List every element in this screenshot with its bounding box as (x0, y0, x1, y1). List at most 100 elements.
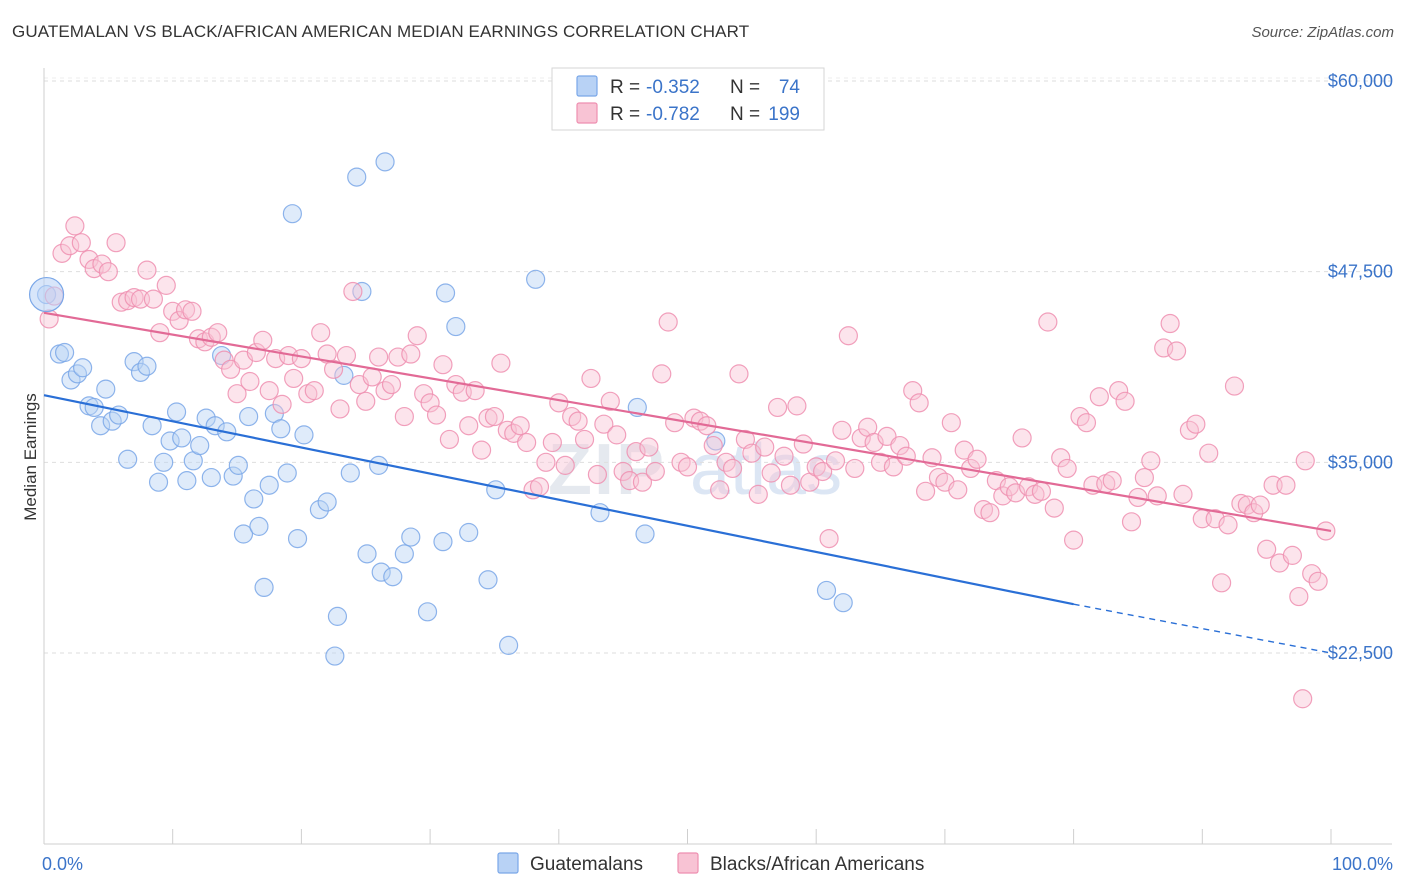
trend-line-guatemalans (43, 394, 1074, 606)
data-point (813, 461, 833, 482)
data-point (1134, 467, 1154, 488)
data-point (71, 233, 91, 253)
data-point (1076, 413, 1097, 433)
data-point (160, 431, 180, 451)
data-point (459, 416, 479, 436)
data-point (394, 544, 414, 564)
data-point (568, 411, 588, 431)
legend-n-label-guatemalans: N = (730, 77, 760, 98)
data-point (851, 428, 871, 448)
legend-bottom-swatch-guatemalans (497, 852, 519, 874)
data-point (665, 413, 685, 433)
data-point (249, 516, 269, 536)
data-point (347, 167, 367, 187)
data-point (1109, 381, 1129, 401)
data-point (294, 425, 314, 445)
data-point (208, 323, 228, 343)
data-point (729, 364, 749, 384)
data-point (323, 359, 344, 379)
y-tick-label: $22,500 (1328, 643, 1393, 663)
legend-series: Guatemalans Blacks/African Americans (497, 852, 924, 875)
data-point (240, 371, 260, 392)
data-point (426, 405, 447, 425)
data-point (1012, 428, 1032, 448)
data-point (484, 406, 505, 427)
data-point (1051, 448, 1071, 468)
data-point (182, 301, 202, 321)
data-point (870, 452, 891, 472)
data-point (1089, 387, 1109, 407)
data-point (658, 312, 678, 332)
data-point (356, 391, 376, 411)
data-point (1166, 341, 1187, 361)
data-point (282, 204, 302, 224)
data-point (1282, 545, 1302, 565)
data-point (635, 524, 655, 544)
data-point (491, 353, 511, 373)
data-point (587, 464, 608, 485)
data-point (106, 233, 126, 253)
data-point (1308, 571, 1328, 591)
data-point-large (28, 276, 65, 313)
data-point (639, 437, 659, 457)
data-point (499, 635, 519, 655)
data-point (111, 292, 131, 312)
data-point (710, 480, 730, 500)
data-point (91, 416, 111, 436)
data-point (73, 358, 93, 378)
data-point (439, 429, 460, 450)
data-point (325, 646, 345, 666)
data-point (137, 260, 157, 280)
data-point (137, 356, 157, 376)
data-point (340, 463, 360, 483)
chart-title: GUATEMALAN VS BLACK/AFRICAN AMERICAN MED… (12, 22, 750, 41)
y-tick-label: $60,000 (1328, 71, 1393, 91)
data-point (948, 480, 968, 500)
data-point (435, 283, 456, 303)
y-tick-label: $35,000 (1328, 452, 1393, 472)
data-point (375, 152, 395, 172)
data-point (600, 391, 620, 411)
data-point (1018, 477, 1039, 497)
legend-r-value-guatemalans: -0.352 (646, 77, 700, 98)
data-point (761, 463, 781, 483)
data-point (143, 289, 163, 309)
data-point (357, 544, 377, 564)
data-point (401, 527, 421, 547)
data-point (239, 406, 259, 427)
data-point (967, 449, 987, 469)
legend-swatch-guatemalans (576, 75, 598, 97)
data-point (845, 458, 865, 479)
data-point (98, 262, 118, 282)
data-point (1038, 312, 1058, 332)
data-point (417, 602, 438, 622)
data-point (223, 466, 243, 486)
data-point (1302, 564, 1322, 584)
legend-bottom-swatch-black-african-americans (677, 852, 699, 874)
data-point (574, 429, 595, 450)
data-point (915, 481, 936, 501)
data-point (1224, 376, 1245, 396)
data-point (309, 500, 330, 520)
data-point (154, 452, 174, 472)
data-point (317, 492, 337, 512)
data-point (632, 472, 653, 492)
data-point (343, 281, 363, 302)
data-point (259, 381, 279, 401)
data-point (244, 489, 264, 509)
data-point (124, 287, 144, 308)
data-point (371, 562, 391, 582)
trend-line-extension (1073, 603, 1332, 654)
data-point (201, 467, 221, 488)
data-point (1063, 530, 1084, 550)
data-point (1276, 475, 1296, 495)
data-point (330, 399, 350, 419)
data-point (118, 449, 138, 469)
legend-bottom-label-black-african-americans: Blacks/African Americans (710, 854, 924, 875)
legend-n-value-black-african-americans: 199 (768, 104, 800, 125)
data-point (407, 326, 427, 346)
data-point (334, 365, 354, 385)
source-credit: Source: ZipAtlas.com (1251, 24, 1394, 41)
data-point (1218, 515, 1238, 535)
data-point (529, 477, 550, 497)
